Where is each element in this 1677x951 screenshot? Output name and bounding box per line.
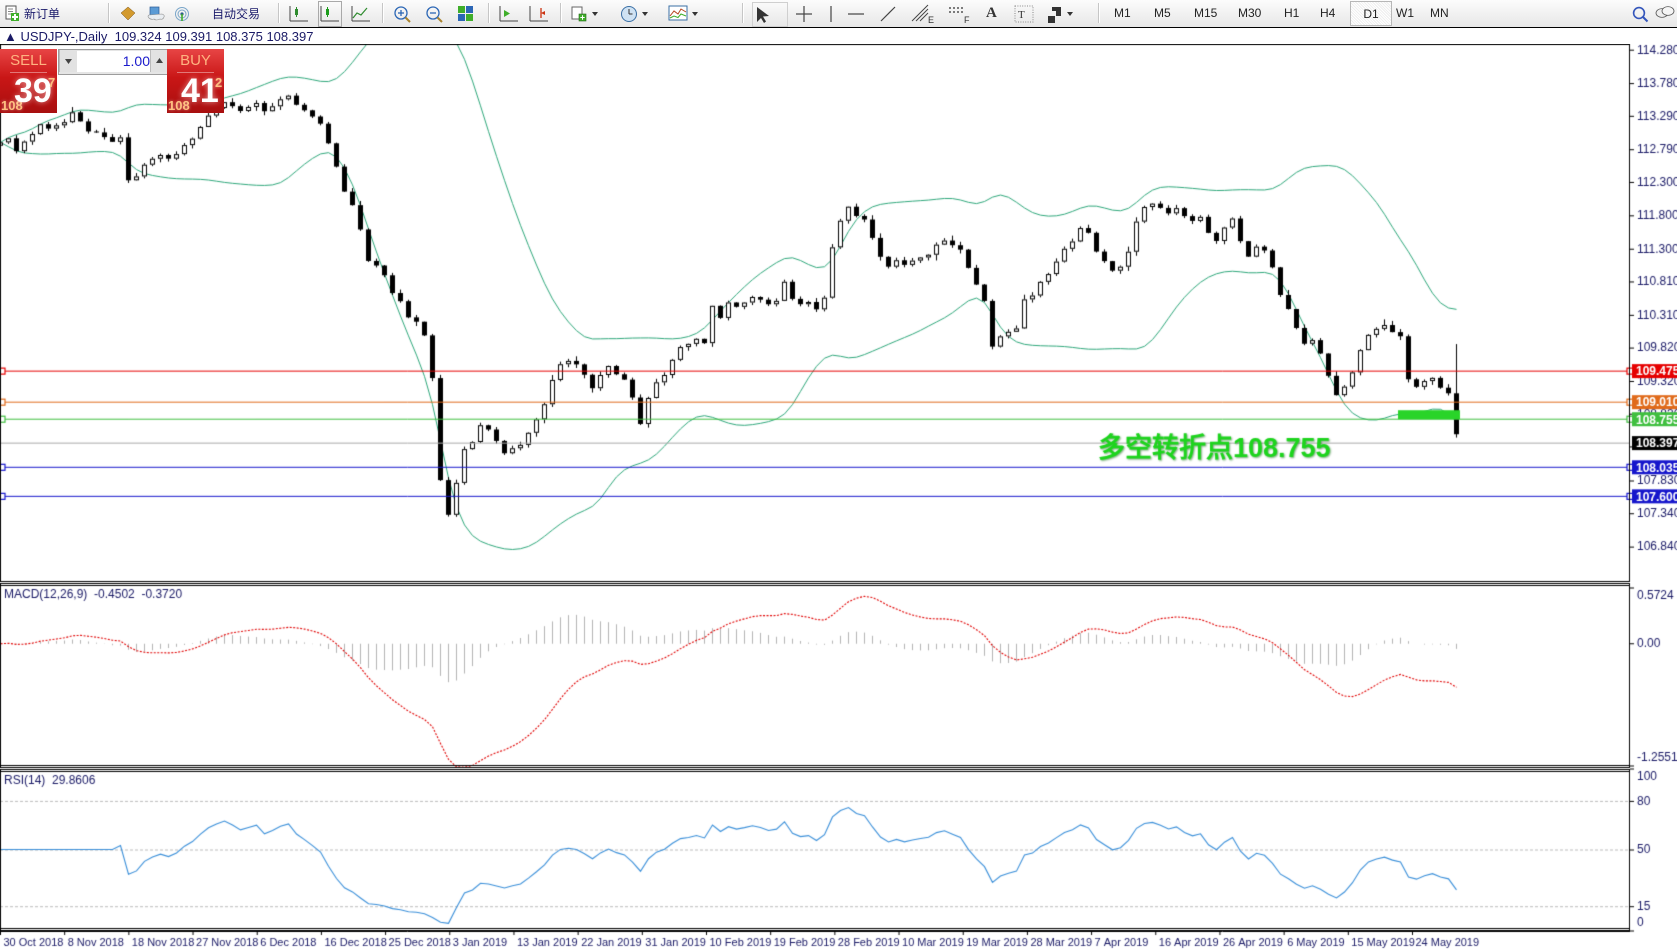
svg-text:T: T: [1018, 9, 1025, 21]
